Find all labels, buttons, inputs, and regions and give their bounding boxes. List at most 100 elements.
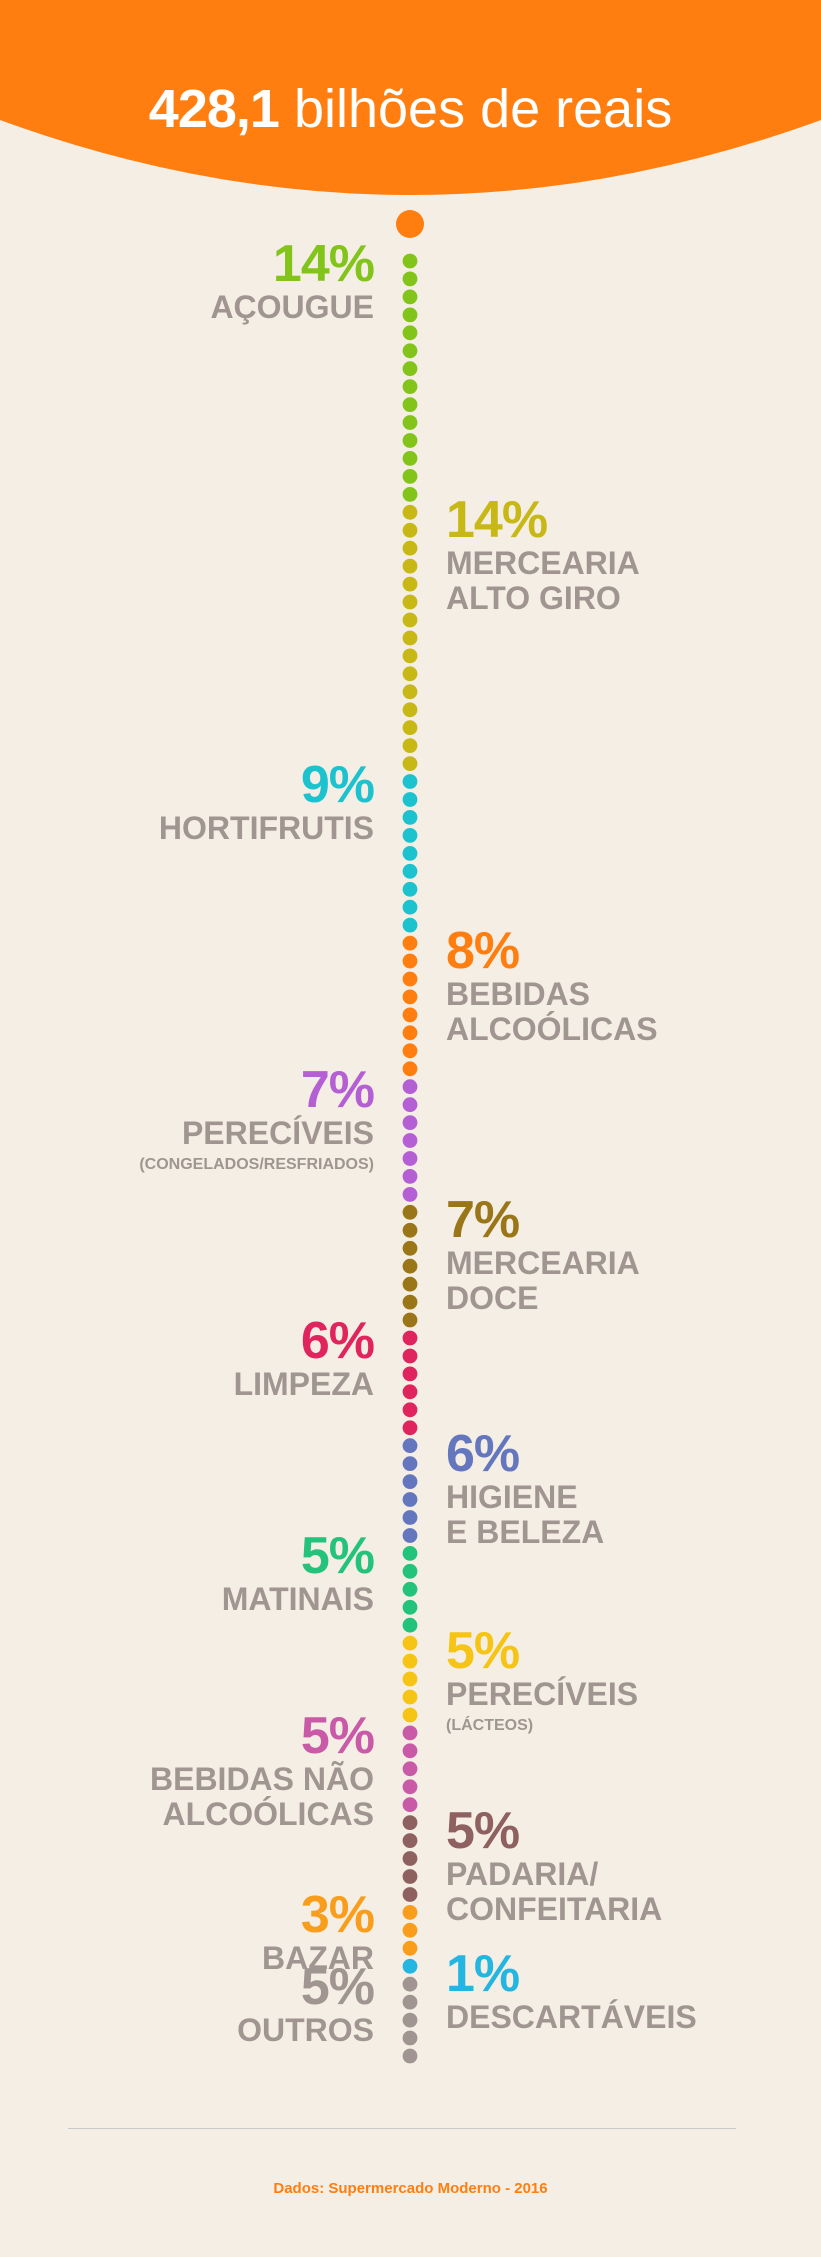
dot-1-12 bbox=[402, 720, 418, 736]
category-percent: 5% bbox=[300, 1706, 375, 1765]
dot-2-7 bbox=[402, 899, 418, 915]
dot-0-4 bbox=[402, 325, 418, 341]
category-label-14: 5% OUTROS bbox=[0, 1958, 375, 2049]
category-label-3: 8% BEBIDAS ALCOÓLICAS bbox=[446, 925, 821, 1047]
category-label-1: 14% MERCEARIA ALTO GIRO bbox=[446, 494, 821, 616]
dot-1-14 bbox=[402, 756, 418, 771]
dot-14-4 bbox=[402, 2048, 418, 2064]
dot-3-5 bbox=[402, 1025, 418, 1041]
dot-5-2 bbox=[402, 1240, 418, 1256]
category-label-10: 5% BEBIDAS NÃO ALCOÓLICAS bbox=[0, 1706, 375, 1832]
dot-14-2 bbox=[402, 2012, 418, 2028]
dot-1-4 bbox=[402, 576, 418, 592]
dot-0-1 bbox=[402, 271, 418, 287]
dot-1-11 bbox=[402, 702, 418, 718]
category-label-11: 5% PADARIA/ CONFEITARIA bbox=[446, 1805, 821, 1927]
total-title: 428,1 bilhões de reais bbox=[0, 76, 821, 142]
dot-1-6 bbox=[402, 612, 418, 628]
category-label-9: 5% PERECÍVEIS (LÁCTEOS) bbox=[446, 1625, 821, 1736]
category-name: BAZAR bbox=[262, 1940, 374, 1977]
dot-7-2 bbox=[402, 1474, 418, 1489]
category-note: (CONGELADOS/RESFRIADOS) bbox=[139, 1155, 374, 1173]
dot-0-3 bbox=[402, 307, 418, 323]
dot-3-6 bbox=[402, 1043, 418, 1059]
dot-7-5 bbox=[402, 1528, 418, 1543]
category-percent: 7% bbox=[300, 1060, 375, 1119]
category-percent: 9% bbox=[300, 755, 375, 814]
dot-6-1 bbox=[402, 1348, 418, 1364]
dot-5-4 bbox=[402, 1276, 418, 1292]
dot-2-4 bbox=[402, 846, 418, 861]
dot-1-7 bbox=[402, 630, 418, 646]
dot-0-2 bbox=[402, 289, 418, 305]
dot-9-2 bbox=[402, 1671, 418, 1687]
dot-12-1 bbox=[402, 1922, 418, 1938]
dot-0-0 bbox=[402, 253, 418, 269]
dot-0-7 bbox=[402, 379, 418, 394]
dot-8-0 bbox=[402, 1546, 418, 1561]
category-percent: 8% bbox=[446, 922, 520, 981]
dot-11-4 bbox=[402, 1887, 418, 1902]
dot-14-3 bbox=[402, 2030, 418, 2046]
category-name: BEBIDAS NÃO ALCOÓLICAS bbox=[149, 1760, 374, 1832]
dot-8-4 bbox=[402, 1617, 418, 1633]
dot-5-3 bbox=[402, 1258, 418, 1274]
category-percent: 5% bbox=[300, 1958, 375, 2017]
dot-2-0 bbox=[402, 774, 418, 789]
category-name: MATINAIS bbox=[221, 1581, 374, 1618]
footer-divider bbox=[68, 2128, 736, 2129]
dot-4-4 bbox=[402, 1151, 418, 1166]
dot-7-0 bbox=[402, 1438, 418, 1454]
category-label-5: 7% MERCEARIA DOCE bbox=[446, 1194, 821, 1316]
category-name: DESCARTÁVEIS bbox=[446, 1999, 697, 2036]
category-name: MERCEARIA ALTO GIRO bbox=[446, 545, 640, 617]
category-label-12: 3% BAZAR bbox=[0, 1886, 375, 1977]
dot-0-12 bbox=[402, 469, 418, 484]
source-note: Dados: Supermercado Moderno - 2016 bbox=[273, 2180, 548, 2197]
dot-2-8 bbox=[402, 917, 418, 933]
header-arc bbox=[0, 0, 821, 238]
total-text: bilhões de reais bbox=[293, 79, 673, 139]
dot-6-4 bbox=[402, 1402, 418, 1418]
dot-1-10 bbox=[402, 684, 418, 700]
dot-0-13 bbox=[402, 487, 418, 502]
dot-0-10 bbox=[402, 433, 418, 448]
dot-4-3 bbox=[402, 1133, 418, 1148]
dot-1-2 bbox=[402, 540, 418, 556]
total-number: 428,1 bbox=[148, 79, 280, 139]
category-name: PERECÍVEIS bbox=[181, 1114, 374, 1151]
dot-2-6 bbox=[402, 881, 418, 897]
dot-0-8 bbox=[402, 397, 418, 412]
dot-6-2 bbox=[402, 1366, 418, 1382]
dot-1-5 bbox=[402, 594, 418, 610]
dot-10-1 bbox=[402, 1743, 418, 1759]
category-percent: 6% bbox=[300, 1312, 375, 1370]
category-label-13: 1% DESCARTÁVEIS bbox=[446, 1948, 821, 2035]
header-pin bbox=[396, 210, 424, 238]
category-name: AÇOUGUE bbox=[210, 289, 374, 325]
dot-0-6 bbox=[402, 361, 418, 377]
dot-10-4 bbox=[402, 1797, 418, 1813]
dot-1-8 bbox=[402, 648, 418, 664]
dot-1-13 bbox=[402, 738, 418, 753]
dot-3-2 bbox=[402, 971, 418, 987]
dot-0-9 bbox=[402, 415, 418, 430]
dot-9-4 bbox=[402, 1707, 418, 1723]
category-label-7: 6% HIGIENE E BELEZA bbox=[446, 1428, 821, 1550]
category-percent: 6% bbox=[446, 1424, 520, 1483]
dot-5-6 bbox=[402, 1312, 418, 1328]
category-name: OUTROS bbox=[237, 2012, 374, 2049]
dot-12-2 bbox=[402, 1940, 418, 1956]
category-label-0: 14% AÇOUGUE bbox=[0, 238, 375, 325]
dot-2-1 bbox=[402, 792, 418, 807]
category-label-2: 9% HORTIFRUTIS bbox=[0, 755, 375, 846]
dot-9-1 bbox=[402, 1653, 418, 1669]
dot-8-3 bbox=[402, 1599, 418, 1615]
dot-10-0 bbox=[402, 1725, 418, 1741]
category-percent: 3% bbox=[300, 1886, 375, 1945]
dot-13-0 bbox=[402, 1958, 418, 1974]
dot-6-5 bbox=[402, 1420, 418, 1436]
category-name: HORTIFRUTIS bbox=[158, 809, 374, 846]
dot-3-4 bbox=[402, 1007, 418, 1023]
